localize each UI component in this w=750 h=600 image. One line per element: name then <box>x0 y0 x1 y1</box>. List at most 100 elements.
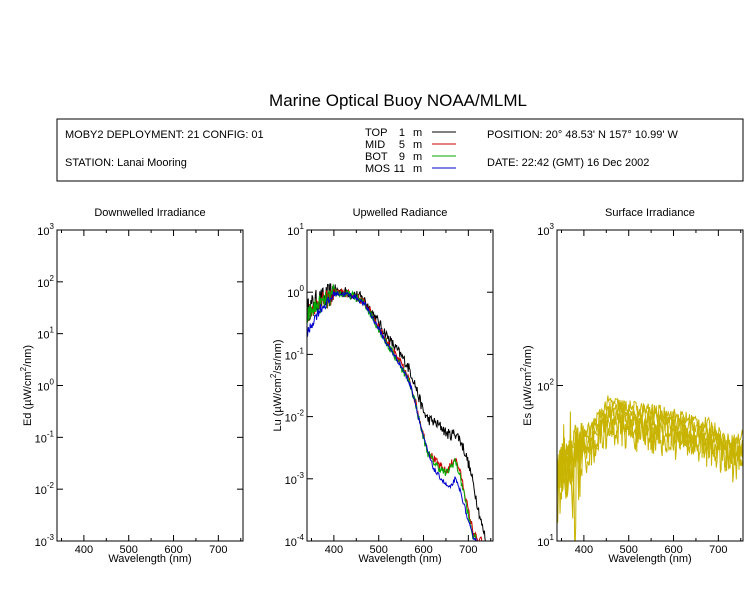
y-label-end: /nm) <box>22 345 34 367</box>
x-tick-label-upwelled-700: 700 <box>459 544 477 556</box>
plot-frame-surface <box>556 229 744 542</box>
y-tick-label-upwelled-4: 100 <box>287 284 304 300</box>
legend-unit-mid: m <box>413 139 422 151</box>
series-line-upwelled-mos <box>307 291 478 541</box>
legend-depth-mos: 11 <box>394 163 405 175</box>
legend-name-mid: MID <box>365 139 385 151</box>
x-tick-label-surface-600: 600 <box>664 544 682 556</box>
series-line-upwelled-mid <box>307 287 483 541</box>
y-tick-exponent: 1 <box>50 326 55 335</box>
y-tick-base: 10 <box>287 288 299 300</box>
y-label-sup: 2 <box>19 366 28 371</box>
info-box-frame <box>56 118 744 182</box>
figure-title: Marine Optical Buoy NOAA/MLML <box>269 91 527 110</box>
y-tick-base: 10 <box>537 382 549 394</box>
y-label-main: Ed (µW/cm <box>22 371 34 426</box>
y-tick-base: 10 <box>35 485 47 497</box>
position-text: POSITION: 20° 48.53' N 157° 10.99' W <box>487 129 679 141</box>
panel-title-surface: Surface Irradiance <box>605 207 695 219</box>
legend-depth-bot: 9 <box>399 151 405 163</box>
x-tick-label-downwelled-500: 500 <box>120 544 138 556</box>
plot-frame-upwelled <box>306 229 494 542</box>
y-tick-base: 10 <box>37 226 49 238</box>
y-tick-label-downwelled-1: 10-2 <box>35 481 55 497</box>
info-box: MOBY2 DEPLOYMENT: 21 CONFIG: 01 STATION:… <box>56 118 744 182</box>
x-axis-label-downwelled: Wavelength (nm) <box>108 553 191 565</box>
y-tick-label-downwelled-4: 101 <box>37 326 54 342</box>
y-tick-label-surface-0: 101 <box>537 533 554 549</box>
y-tick-base: 10 <box>285 537 297 549</box>
y-label-main: Es (µW/cm <box>522 372 534 426</box>
x-tick-label-upwelled-400: 400 <box>325 544 343 556</box>
y-tick-label-downwelled-6: 103 <box>37 222 54 238</box>
y-label-main: Lu (µW/cm <box>272 378 284 431</box>
y-tick-exponent: -1 <box>297 346 305 355</box>
series-group-surface <box>557 395 743 541</box>
y-tick-exponent: -1 <box>47 429 55 438</box>
legend-name-top: TOP <box>365 127 387 139</box>
y-tick-base: 10 <box>37 278 49 290</box>
series-line-upwelled-bot <box>307 284 478 541</box>
y-tick-base: 10 <box>37 330 49 342</box>
y-tick-base: 10 <box>287 226 299 238</box>
y-tick-exponent: 1 <box>550 533 555 542</box>
series-line-upwelled-top <box>307 283 487 541</box>
x-tick-label-surface-400: 400 <box>575 544 593 556</box>
x-tick-label-downwelled-700: 700 <box>209 544 227 556</box>
y-tick-exponent: 0 <box>300 284 305 293</box>
y-label-sup: 2 <box>519 367 528 372</box>
x-tick-label-upwelled-600: 600 <box>414 544 432 556</box>
y-tick-exponent: 2 <box>50 274 55 283</box>
y-tick-exponent: 0 <box>50 378 55 387</box>
y-axis-label-downwelled: Ed (µW/cm2/nm) <box>19 345 34 426</box>
y-tick-base: 10 <box>285 475 297 487</box>
y-tick-base: 10 <box>537 537 549 549</box>
series-group-upwelled <box>307 283 487 541</box>
panel-title-downwelled: Downwelled Irradiance <box>94 207 205 219</box>
x-tick-label-surface-700: 700 <box>709 544 727 556</box>
x-tick-label-downwelled-600: 600 <box>164 544 182 556</box>
y-tick-label-upwelled-5: 101 <box>287 222 304 238</box>
y-tick-label-surface-2: 103 <box>537 222 554 238</box>
y-label-end: /sr/nm) <box>272 339 284 373</box>
y-tick-base: 10 <box>285 350 297 362</box>
y-axis-label-surface: Es (µW/cm2/nm) <box>519 345 534 425</box>
y-tick-label-upwelled-0: 10-4 <box>285 533 305 549</box>
y-tick-label-downwelled-0: 10-3 <box>35 533 55 549</box>
legend-depth-top: 1 <box>399 127 405 139</box>
x-axis-label-upwelled: Wavelength (nm) <box>358 553 441 565</box>
series-line-surface-es-5 <box>557 411 743 541</box>
y-tick-label-downwelled-2: 10-1 <box>35 429 55 445</box>
x-tick-label-downwelled-400: 400 <box>75 544 93 556</box>
y-tick-label-downwelled-5: 102 <box>37 274 54 290</box>
station-text: STATION: Lanai Mooring <box>65 157 187 169</box>
date-text: DATE: 22:42 (GMT) 16 Dec 2002 <box>487 157 649 169</box>
series-line-surface-es-1 <box>557 395 743 479</box>
x-tick-label-surface-500: 500 <box>620 544 638 556</box>
y-tick-exponent: -3 <box>47 533 55 542</box>
y-tick-base: 10 <box>537 226 549 238</box>
x-axis-label-surface: Wavelength (nm) <box>608 553 691 565</box>
y-tick-exponent: -3 <box>297 471 305 480</box>
legend-unit-mos: m <box>413 163 422 175</box>
y-tick-exponent: 3 <box>50 222 55 231</box>
y-tick-label-downwelled-3: 100 <box>37 378 54 394</box>
y-label-end: /nm) <box>522 345 534 367</box>
deployment-text: MOBY2 DEPLOYMENT: 21 CONFIG: 01 <box>65 129 264 141</box>
y-tick-label-surface-1: 102 <box>537 378 554 394</box>
y-tick-exponent: -4 <box>297 533 305 542</box>
y-label-sup: 2 <box>269 373 278 378</box>
y-tick-base: 10 <box>285 413 297 425</box>
panel-title-upwelled: Upwelled Radiance <box>353 207 448 219</box>
y-tick-exponent: 3 <box>550 222 555 231</box>
y-tick-label-upwelled-2: 10-2 <box>285 409 305 425</box>
legend-name-mos: MOS <box>365 163 390 175</box>
y-tick-exponent: -2 <box>297 409 305 418</box>
legend-name-bot: BOT <box>365 151 388 163</box>
y-tick-exponent: -2 <box>47 481 55 490</box>
